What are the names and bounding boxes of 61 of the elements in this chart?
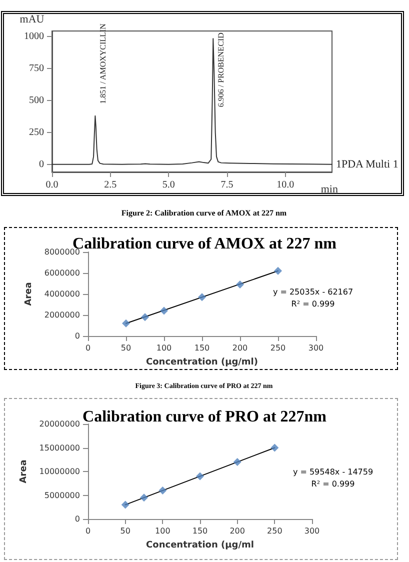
- x-axis-title: Concentration (µg/ml): [146, 358, 258, 368]
- point: [140, 494, 148, 502]
- y-tick-label: 0: [74, 332, 80, 340]
- y-tick-label: 1000: [24, 31, 44, 42]
- annotation: R² = 0.999: [311, 480, 355, 488]
- annotation: R² = 0.999: [291, 300, 335, 308]
- x-tick-label: 200: [230, 526, 245, 536]
- y-tick-label: 0: [39, 158, 44, 170]
- x-tick-label: 0: [85, 526, 91, 536]
- point: [196, 472, 204, 480]
- series-label: 1PDA Multi 1: [336, 158, 398, 170]
- x-tick-label: 300: [308, 344, 324, 352]
- y-axis-title: Area: [18, 460, 29, 484]
- y-tick-label: 0: [74, 514, 80, 524]
- x-tick-label: 7.5: [220, 180, 234, 190]
- point: [141, 313, 149, 322]
- chart-title: Calibration curve of PRO at 227nm: [82, 408, 328, 426]
- y-tick-label: 8000000: [44, 248, 80, 256]
- y-tick-label: 6000000: [44, 268, 80, 278]
- x-tick-label: 100: [155, 526, 170, 536]
- annotation: y = 25035x - 62167: [272, 288, 354, 296]
- y-tick-label: 4000000: [44, 290, 80, 298]
- y-tick-label: 20000000: [39, 420, 80, 428]
- x-tick-label: 150: [194, 344, 210, 352]
- x-tick-label: 250: [267, 526, 282, 536]
- x-tick-label: 200: [232, 344, 248, 352]
- caption: Figure 2: Calibration curve of AMOX at 227 nm: [121, 208, 287, 218]
- x-tick-label: 150: [192, 526, 208, 536]
- y-tick-label: 10000000: [39, 467, 80, 476]
- point: [122, 319, 130, 328]
- x-tick-label: 300: [304, 526, 320, 536]
- annotation: 6.906 / PROBENECID: [216, 32, 226, 108]
- y-tick-label: 250: [29, 126, 44, 138]
- point: [121, 500, 130, 509]
- x-tick-label: 100: [156, 344, 172, 352]
- y-tick-label: 15000000: [39, 443, 80, 452]
- x-axis-title: min: [320, 184, 338, 196]
- point: [236, 280, 244, 289]
- x-tick-label: 50: [120, 344, 132, 352]
- y-tick-label: 5000000: [44, 490, 80, 500]
- point: [274, 266, 282, 275]
- annotation: y = 59548x - 14759: [292, 468, 374, 476]
- annotation: 1.851 / AMOXYCILLIN: [98, 23, 108, 104]
- y-tick-label: 2000000: [44, 310, 80, 320]
- point: [160, 306, 168, 315]
- x-tick-label: 50: [120, 526, 130, 536]
- x-tick-label: 0: [85, 344, 91, 352]
- x-tick-label: 0.0: [46, 180, 58, 190]
- point: [270, 444, 279, 452]
- y-axis-title: mAU: [20, 14, 44, 26]
- point: [233, 458, 242, 466]
- point: [198, 293, 206, 302]
- point: [158, 486, 167, 494]
- y-tick-label: 500: [29, 95, 44, 106]
- y-tick-label: 750: [29, 63, 44, 74]
- x-tick-label: 10.0: [276, 180, 294, 190]
- y-axis-title: Area: [24, 282, 34, 306]
- x-tick-label: 5.0: [162, 180, 175, 190]
- x-axis-title: Concentration (µg/ml: [146, 540, 254, 550]
- x-tick-label: 2.5: [104, 180, 117, 190]
- x-tick-label: 250: [270, 344, 286, 352]
